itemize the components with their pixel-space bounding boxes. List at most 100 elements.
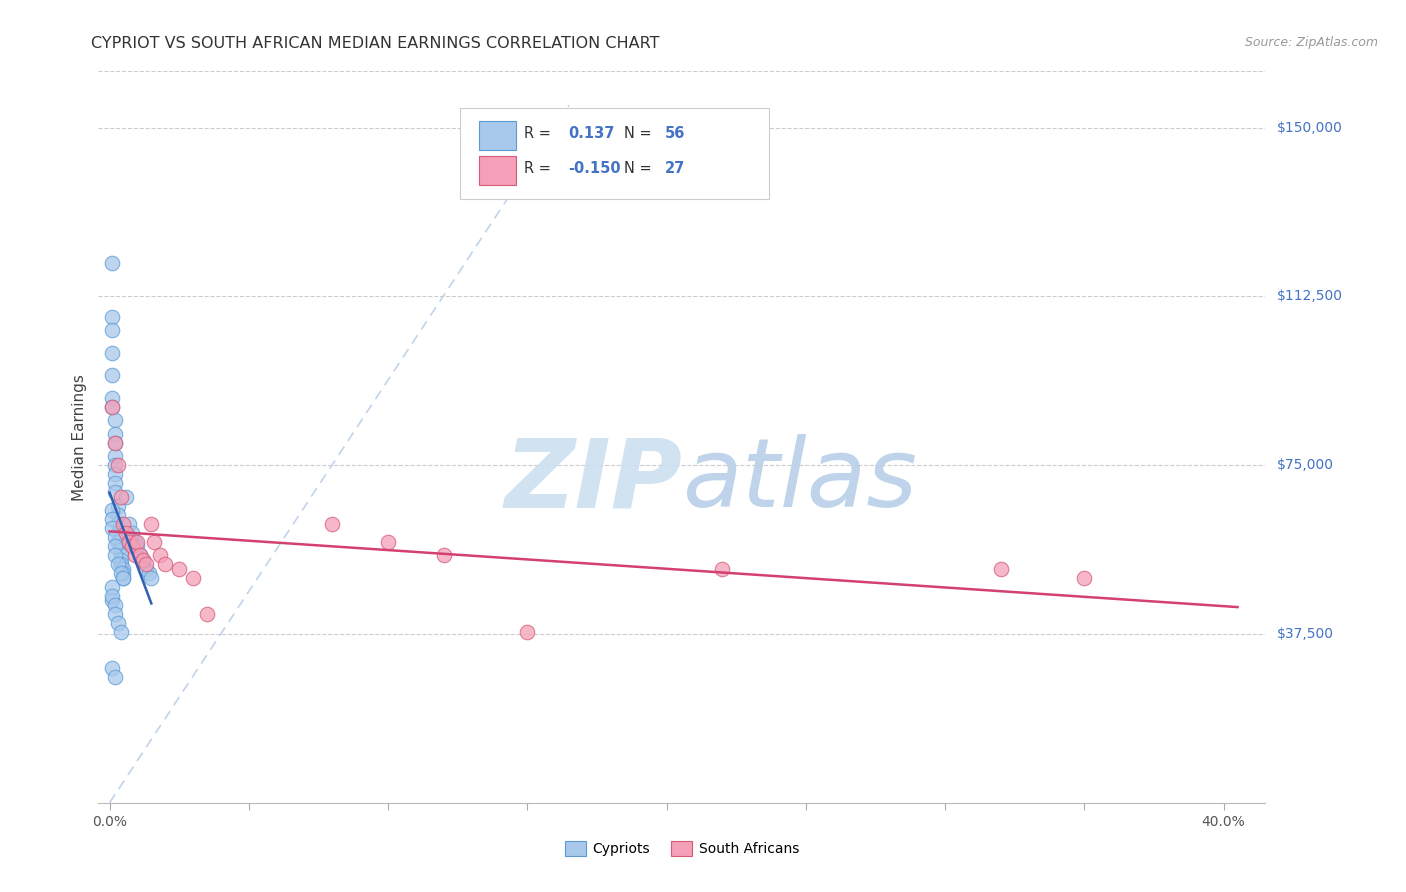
Point [107,534,129,549]
Point [104,435,127,450]
Point [104,458,127,473]
Point [101,345,124,359]
Point [377,534,399,549]
Point [990,562,1012,576]
Point [1073,571,1095,585]
Point [138,566,160,581]
Point [101,310,124,324]
Text: -0.150: -0.150 [568,161,621,176]
Point [104,539,127,553]
Point [107,508,129,522]
Point [101,400,124,414]
Text: R =: R = [524,161,555,176]
Point [107,516,129,531]
Point [101,323,124,337]
Point [101,661,124,675]
Point [115,525,138,540]
Point [132,553,155,567]
Point [104,485,127,500]
Text: CYPRIOT VS SOUTH AFRICAN MEDIAN EARNINGS CORRELATION CHART: CYPRIOT VS SOUTH AFRICAN MEDIAN EARNINGS… [91,36,659,51]
Text: Source: ZipAtlas.com: Source: ZipAtlas.com [1244,36,1378,49]
Point [115,525,138,540]
Point [107,499,129,513]
Point [110,548,132,562]
Text: R =: R = [524,126,555,141]
Point [104,413,127,427]
FancyBboxPatch shape [460,108,769,200]
Point [110,566,132,581]
Point [155,558,177,572]
Point [321,516,343,531]
Point [101,503,124,517]
Point [110,539,132,553]
Point [107,558,129,572]
Text: $112,500: $112,500 [1277,289,1343,303]
Point [433,548,456,562]
Point [118,534,141,549]
Point [112,516,135,531]
Point [121,539,143,553]
Point [115,490,138,504]
Text: 27: 27 [665,161,685,176]
FancyBboxPatch shape [479,156,516,186]
Point [516,624,538,639]
Point [104,467,127,482]
Point [104,426,127,441]
Point [181,571,204,585]
Text: 56: 56 [665,126,685,141]
Point [141,516,163,531]
Point [101,593,124,607]
Point [107,615,129,630]
Point [101,512,124,526]
Point [107,458,129,473]
Point [104,548,127,562]
Point [141,571,163,585]
Point [112,571,135,585]
Point [112,562,135,576]
Point [143,534,166,549]
Point [112,566,135,581]
Text: 0.137: 0.137 [568,126,614,141]
Point [711,562,734,576]
Point [167,562,190,576]
Point [101,391,124,405]
Point [124,534,146,549]
Text: N =: N = [624,161,655,176]
Point [195,607,218,621]
Point [101,255,124,269]
Point [149,548,172,562]
Point [135,558,157,572]
Y-axis label: Median Earnings: Median Earnings [72,374,87,500]
Point [132,553,155,567]
Point [107,525,129,540]
Point [124,548,146,562]
Point [104,449,127,463]
Point [127,534,149,549]
Text: $37,500: $37,500 [1277,627,1334,641]
Point [110,558,132,572]
Point [101,580,124,594]
Point [101,400,124,414]
Point [101,368,124,383]
Point [112,571,135,585]
Point [110,490,132,504]
Point [129,548,152,562]
Point [135,562,157,576]
Point [110,624,132,639]
Point [104,670,127,684]
Point [110,553,132,567]
Point [104,530,127,544]
Text: N =: N = [624,126,655,141]
Point [118,516,141,531]
Point [104,476,127,491]
Text: $75,000: $75,000 [1277,458,1334,472]
Point [104,607,127,621]
Legend: Cypriots, South Africans: Cypriots, South Africans [560,836,804,862]
Point [101,589,124,603]
Text: ZIP: ZIP [503,434,682,527]
Point [101,521,124,535]
Text: $150,000: $150,000 [1277,120,1343,135]
Point [104,598,127,612]
FancyBboxPatch shape [479,121,516,151]
Point [104,435,127,450]
